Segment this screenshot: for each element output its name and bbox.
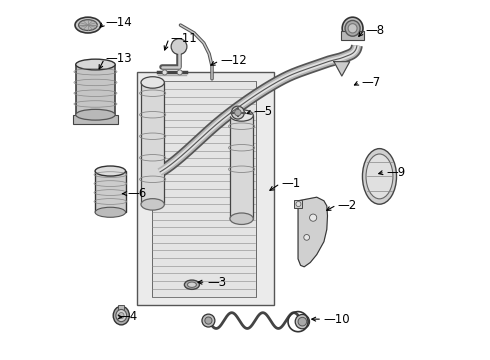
- Bar: [76, 64, 115, 115]
- Ellipse shape: [230, 110, 253, 121]
- Text: —9: —9: [386, 166, 406, 179]
- Ellipse shape: [348, 24, 357, 33]
- Bar: [341, 31, 364, 40]
- Circle shape: [295, 315, 310, 329]
- Text: —10: —10: [323, 312, 350, 326]
- Text: —14: —14: [106, 17, 133, 30]
- Bar: [73, 115, 118, 124]
- Ellipse shape: [184, 280, 199, 289]
- Text: —2: —2: [338, 199, 357, 212]
- Ellipse shape: [141, 77, 164, 88]
- Bar: [230, 116, 253, 219]
- Ellipse shape: [366, 154, 393, 199]
- Circle shape: [205, 317, 212, 324]
- Circle shape: [162, 70, 167, 75]
- Polygon shape: [298, 197, 327, 267]
- Ellipse shape: [188, 282, 196, 287]
- Ellipse shape: [95, 207, 125, 217]
- Ellipse shape: [78, 20, 97, 31]
- Text: —1: —1: [282, 177, 301, 190]
- Circle shape: [310, 214, 317, 221]
- Ellipse shape: [119, 312, 124, 319]
- Ellipse shape: [230, 213, 253, 225]
- Bar: [137, 72, 274, 305]
- Circle shape: [296, 202, 301, 207]
- Circle shape: [235, 109, 241, 116]
- Circle shape: [171, 39, 187, 54]
- Bar: [119, 305, 124, 310]
- Circle shape: [231, 106, 245, 119]
- Circle shape: [304, 234, 310, 240]
- Bar: [294, 200, 302, 208]
- Text: —5: —5: [254, 105, 273, 118]
- Ellipse shape: [76, 109, 115, 120]
- Text: —8: —8: [366, 24, 385, 37]
- Ellipse shape: [95, 166, 125, 176]
- Ellipse shape: [75, 17, 101, 33]
- Text: —4: —4: [118, 310, 137, 324]
- Text: —12: —12: [220, 54, 247, 67]
- Bar: [95, 171, 125, 212]
- Text: —7: —7: [361, 76, 380, 89]
- Text: —13: —13: [106, 52, 132, 65]
- Circle shape: [177, 70, 182, 75]
- Ellipse shape: [116, 310, 126, 321]
- Ellipse shape: [342, 17, 363, 40]
- Bar: [152, 81, 256, 297]
- Text: —6: —6: [127, 187, 147, 200]
- Circle shape: [202, 314, 215, 327]
- Ellipse shape: [363, 149, 396, 204]
- Circle shape: [298, 318, 307, 326]
- Text: —3: —3: [207, 276, 226, 289]
- Ellipse shape: [76, 59, 115, 70]
- Ellipse shape: [113, 306, 129, 325]
- Text: —11: —11: [171, 32, 197, 45]
- Ellipse shape: [141, 199, 164, 210]
- Bar: [141, 82, 164, 204]
- Ellipse shape: [345, 21, 360, 36]
- Polygon shape: [334, 62, 350, 76]
